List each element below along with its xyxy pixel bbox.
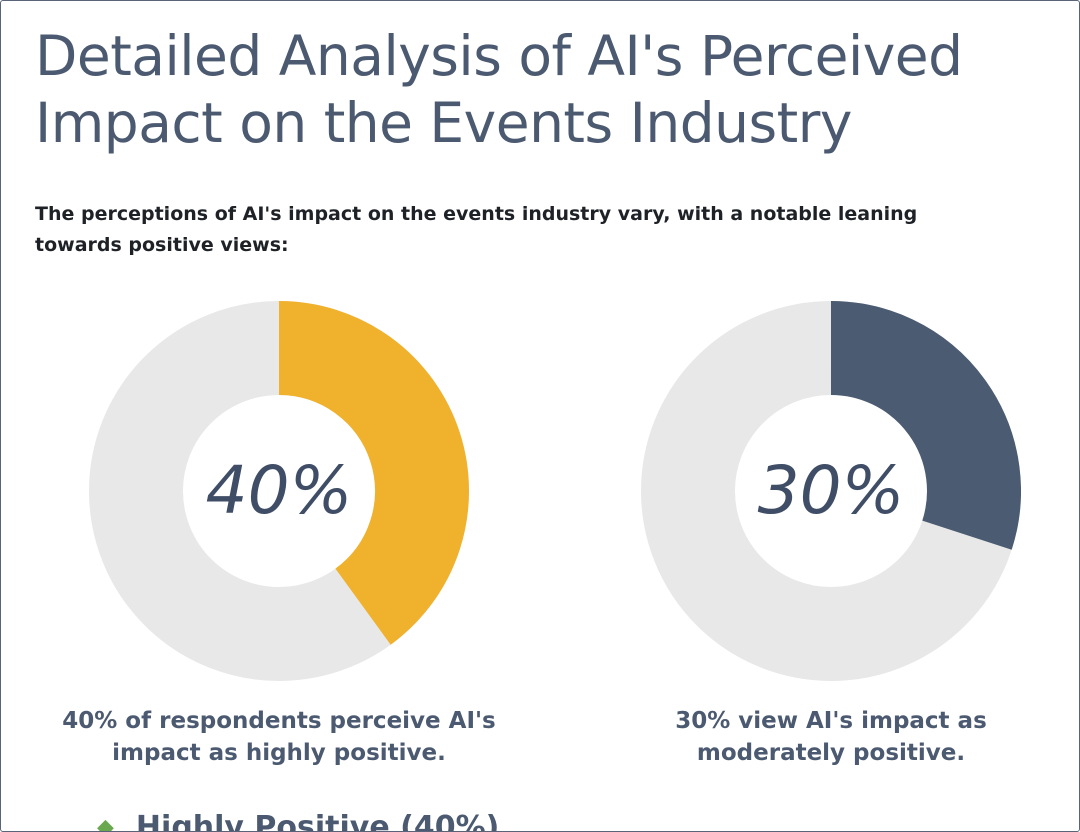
caption-highly-positive: 40% of respondents perceive AI's impact …	[62, 708, 496, 766]
intro-text: The perceptions of AI's impact on the ev…	[35, 203, 918, 256]
donut-chart-highly-positive: 40%	[89, 301, 469, 681]
donut-center-value: 30%	[757, 452, 905, 529]
legend-label: Highly Positive (40%)	[135, 810, 500, 832]
donut-chart-moderately-positive: 30%	[641, 301, 1021, 681]
donut-slice-value	[277, 301, 469, 645]
diamond-icon: ◆	[97, 815, 114, 832]
title-line-1: Detailed Analysis of AI's Perceived	[35, 24, 963, 88]
donut-slice-value	[829, 301, 1021, 550]
legend-item-highly-positive: ◆ Highly Positive (40%)	[97, 813, 499, 832]
title-line-2: Impact on the Events Industry	[35, 91, 852, 155]
page-title: Detailed Analysis of AI's Perceived Impa…	[35, 23, 1035, 157]
donut-center-value: 40%	[205, 452, 353, 529]
caption-moderately-positive: 30% view AI's impact as moderately posit…	[675, 708, 987, 766]
